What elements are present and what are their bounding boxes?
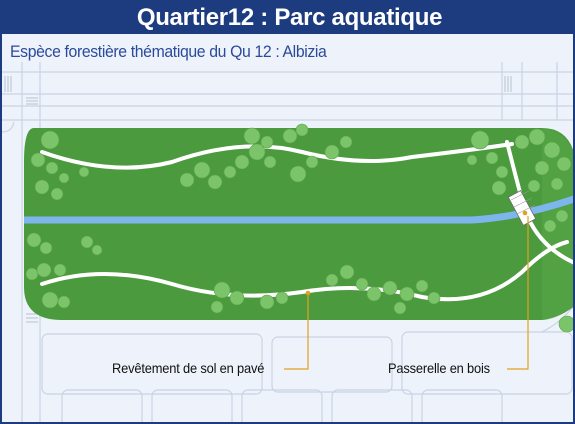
footbridge-label: Passerelle en bois: [388, 360, 490, 376]
paving-label: Revêtement de sol en pavé: [112, 360, 265, 376]
page-title: Quartier12 : Parc aquatique: [2, 2, 573, 34]
page-subtitle: Espèce forestière thématique du Qu 12 : …: [10, 42, 327, 61]
albizia-trees: [25, 123, 573, 333]
footbridge: [507, 190, 537, 226]
leader-lines: [284, 216, 529, 370]
crosswalks: [4, 76, 512, 323]
park-lawn: [24, 128, 573, 320]
